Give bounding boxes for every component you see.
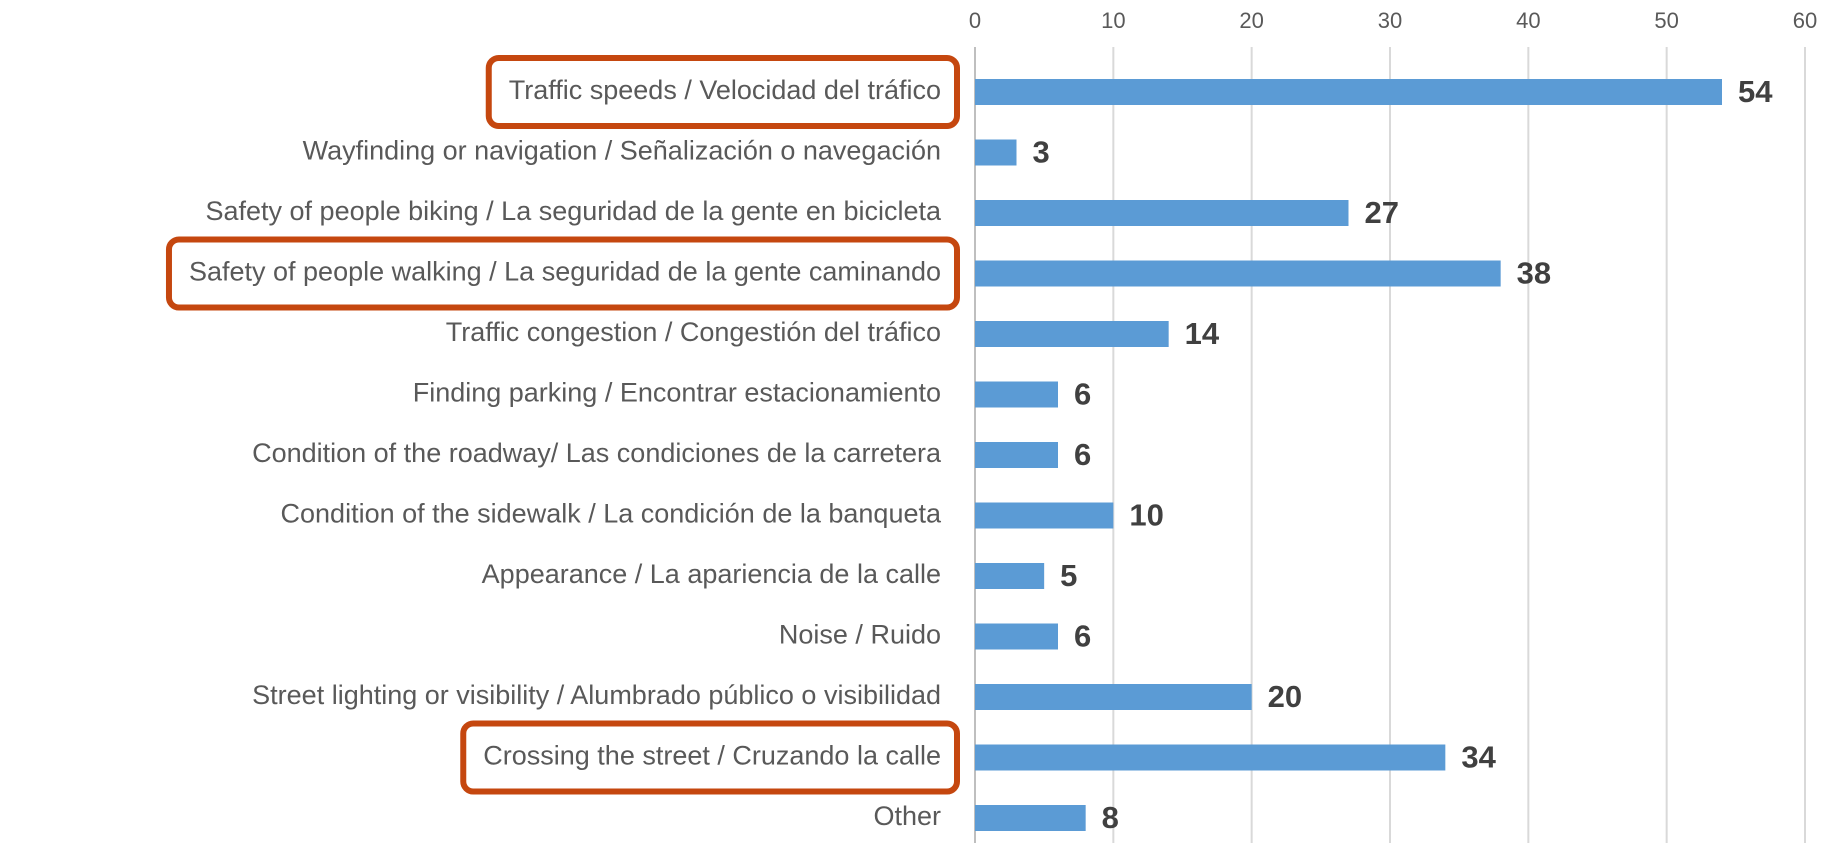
x-tick-label: 40 bbox=[1516, 8, 1540, 33]
y-tick-label: Wayfinding or navigation / Señalización … bbox=[303, 136, 941, 166]
bar bbox=[975, 200, 1349, 226]
bar bbox=[975, 623, 1058, 650]
y-tick-label: Safety of people walking / La seguridad … bbox=[189, 257, 941, 287]
value-label: 20 bbox=[1268, 679, 1302, 714]
y-tick-label: Safety of people biking / La seguridad d… bbox=[205, 196, 941, 226]
y-tick-label: Traffic congestion / Congestión del tráf… bbox=[446, 317, 941, 347]
y-tick-label: Street lighting or visibility / Alumbrad… bbox=[252, 680, 941, 710]
y-tick-label: Other bbox=[873, 801, 941, 831]
x-tick-label: 30 bbox=[1378, 8, 1402, 33]
value-label: 14 bbox=[1185, 316, 1220, 351]
y-tick-label: Condition of the roadway/ Las condicione… bbox=[252, 438, 942, 468]
value-label: 6 bbox=[1074, 437, 1091, 472]
highlight-box bbox=[460, 720, 960, 795]
value-label: 8 bbox=[1102, 800, 1119, 835]
value-label: 38 bbox=[1517, 256, 1551, 291]
value-label: 54 bbox=[1738, 74, 1773, 109]
bar bbox=[975, 260, 1501, 287]
bar bbox=[975, 563, 1045, 589]
x-tick-label: 20 bbox=[1239, 8, 1263, 33]
y-tick-label: Finding parking / Encontrar estacionamie… bbox=[413, 378, 941, 408]
bar bbox=[975, 442, 1058, 468]
x-tick-label: 60 bbox=[1793, 8, 1817, 33]
x-tick-label: 50 bbox=[1654, 8, 1678, 33]
bar bbox=[975, 139, 1017, 166]
value-label: 34 bbox=[1461, 740, 1496, 775]
value-label: 10 bbox=[1129, 498, 1163, 533]
value-label: 6 bbox=[1074, 377, 1091, 412]
y-tick-label: Traffic speeds / Velocidad del tráfico bbox=[509, 75, 941, 105]
value-label: 3 bbox=[1033, 135, 1050, 170]
y-tick-label: Crossing the street / Cruzando la calle bbox=[483, 741, 941, 771]
bar bbox=[975, 502, 1114, 529]
x-tick-label: 0 bbox=[969, 8, 981, 33]
bar bbox=[975, 381, 1058, 408]
y-tick-label: Appearance / La apariencia de la calle bbox=[482, 559, 941, 589]
value-label: 27 bbox=[1365, 195, 1399, 230]
bar bbox=[975, 684, 1252, 710]
bar bbox=[975, 744, 1446, 771]
x-tick-label: 10 bbox=[1101, 8, 1125, 33]
bar bbox=[975, 321, 1169, 347]
y-tick-label: Noise / Ruido bbox=[779, 620, 941, 650]
highlight-box bbox=[485, 55, 960, 129]
highlight-box bbox=[165, 236, 960, 311]
value-label: 5 bbox=[1060, 558, 1077, 593]
bar bbox=[975, 79, 1722, 105]
bar bbox=[975, 805, 1086, 831]
value-label: 6 bbox=[1074, 619, 1091, 654]
y-tick-label: Condition of the sidewalk / La condición… bbox=[281, 499, 942, 529]
